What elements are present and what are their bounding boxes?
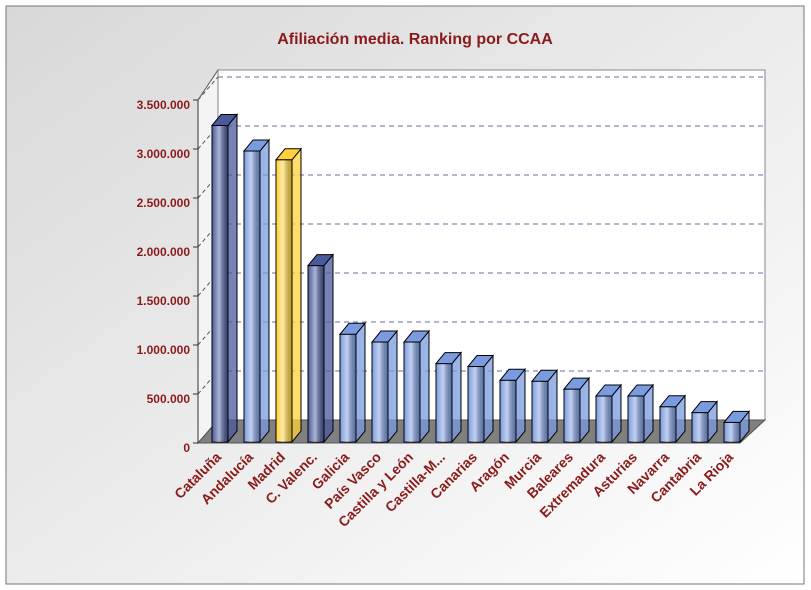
bar-shine bbox=[532, 381, 548, 442]
bar-shine bbox=[308, 265, 324, 442]
bar-top bbox=[338, 322, 367, 335]
bar-shine bbox=[436, 363, 452, 442]
bar-shine bbox=[724, 422, 740, 442]
y-tick-label: 2.500.000 bbox=[137, 196, 191, 210]
bar-shine bbox=[276, 159, 292, 442]
bar-side bbox=[483, 354, 494, 444]
grid-line bbox=[197, 272, 219, 297]
bar-side bbox=[355, 321, 366, 444]
grid-line bbox=[197, 125, 219, 150]
grid-line bbox=[197, 174, 219, 199]
y-tick-label: 500.000 bbox=[147, 392, 191, 406]
bar-shine bbox=[468, 366, 484, 442]
y-tick-label: 1.000.000 bbox=[137, 343, 191, 357]
bar-side bbox=[291, 147, 302, 444]
bar-shine bbox=[340, 334, 356, 442]
bar-shine bbox=[500, 380, 516, 442]
chart-title: Afiliación media. Ranking por CCAA bbox=[277, 31, 553, 48]
bar-top bbox=[498, 368, 527, 381]
bar-top bbox=[210, 113, 239, 126]
y-tick-label: 3.000.000 bbox=[137, 147, 191, 161]
bar-side bbox=[323, 253, 334, 444]
bar-top bbox=[626, 384, 655, 397]
grid-line bbox=[197, 370, 219, 395]
bar-top bbox=[370, 330, 399, 343]
bar-shine bbox=[244, 150, 260, 442]
bar-side bbox=[227, 113, 238, 444]
bar-side bbox=[515, 367, 526, 444]
bar-side bbox=[547, 368, 558, 444]
bar-top bbox=[690, 401, 719, 414]
bar-shine bbox=[372, 342, 388, 442]
bar-top bbox=[242, 139, 271, 152]
bar-shine bbox=[564, 389, 580, 442]
bar-top bbox=[530, 369, 559, 382]
y-tick-label: 1.500.000 bbox=[137, 294, 191, 308]
bar-top bbox=[466, 355, 495, 368]
bar-top bbox=[434, 352, 463, 365]
bar-shine bbox=[596, 395, 612, 442]
grid-line bbox=[197, 321, 219, 346]
bar-side bbox=[419, 329, 430, 444]
bar-top bbox=[402, 330, 431, 343]
bar-top bbox=[306, 254, 335, 267]
bar-shine bbox=[660, 406, 676, 442]
bar-shine bbox=[404, 342, 420, 442]
bar-top bbox=[274, 148, 303, 161]
bar-top bbox=[722, 410, 751, 423]
y-tick-label: 2.000.000 bbox=[137, 245, 191, 259]
bar-shine bbox=[212, 125, 228, 443]
bar-side bbox=[451, 351, 462, 444]
y-tick-label: 0 bbox=[183, 441, 190, 455]
bar-top bbox=[594, 384, 623, 397]
y-tick-label: 3.500.000 bbox=[137, 98, 191, 112]
grid-line bbox=[197, 76, 219, 101]
bar-side bbox=[259, 138, 270, 444]
grid-line bbox=[197, 223, 219, 248]
bar-top bbox=[658, 395, 687, 408]
bar-side bbox=[387, 329, 398, 444]
bar-shine bbox=[692, 412, 708, 442]
bar-shine bbox=[628, 395, 644, 442]
bar-top bbox=[562, 377, 591, 390]
